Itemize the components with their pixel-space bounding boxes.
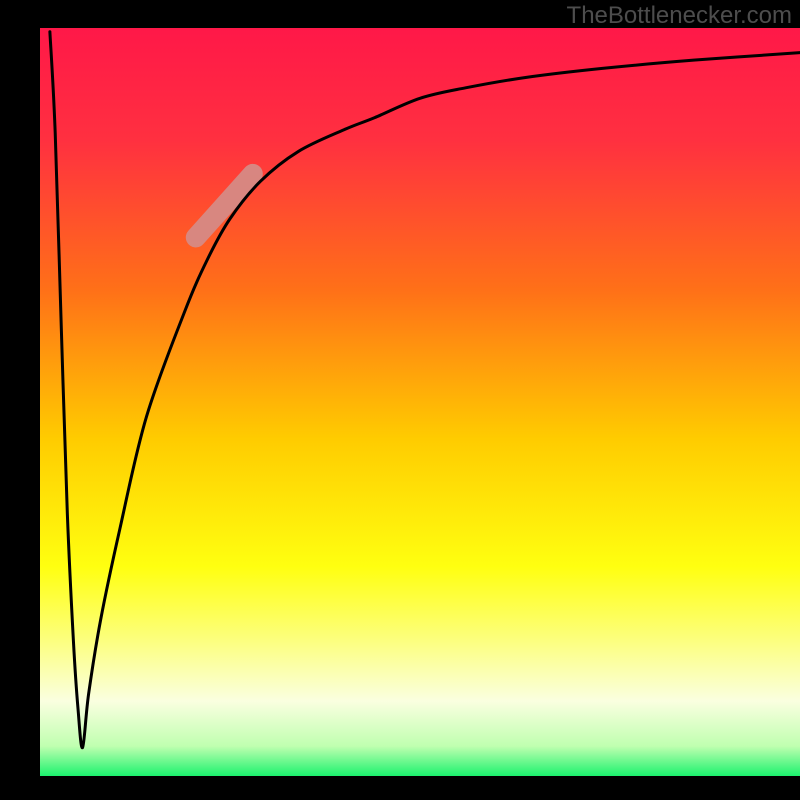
bottleneck-curve (50, 32, 800, 748)
curve-layer (0, 0, 800, 800)
attribution-text: TheBottlenecker.com (567, 2, 792, 30)
chart-frame: TheBottlenecker.com (0, 0, 800, 800)
